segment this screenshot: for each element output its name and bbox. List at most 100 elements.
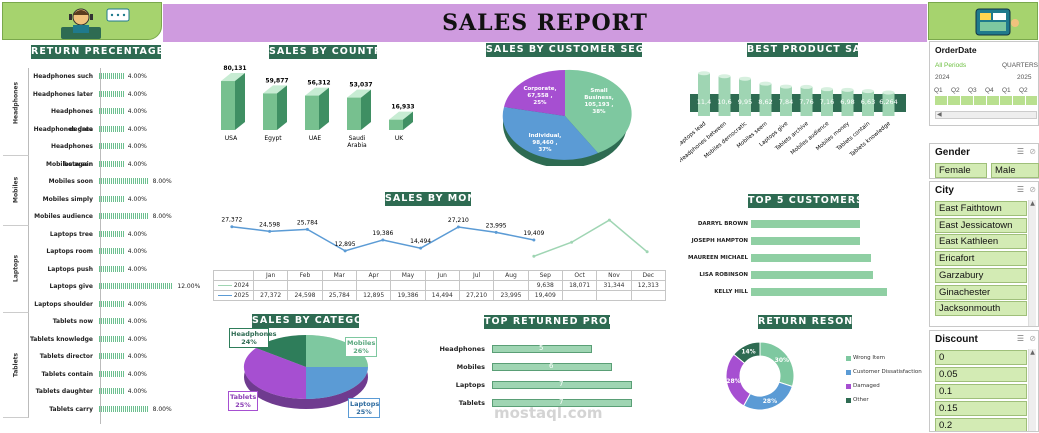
returned-product-value: 5 — [539, 344, 544, 352]
best-value-label: 6,98 — [840, 98, 854, 106]
rp-label: Laptops tree — [49, 230, 93, 238]
orderdate-quarter[interactable]: Q1 — [934, 87, 943, 94]
country-value-label: 16,933 — [391, 104, 414, 111]
month-table-cell: 9,638 — [527, 280, 563, 291]
month-table-col: Feb — [287, 270, 323, 281]
rp-label: Mobiles simply — [42, 195, 93, 203]
rp-row: Tablets now 4.00% — [29, 313, 229, 331]
discount-item[interactable]: 0.2 — [935, 418, 1027, 431]
month-table-col: Apr — [355, 270, 392, 281]
country-value-label: 59,877 — [265, 77, 288, 84]
clear-filter-icon[interactable]: ⊘ — [1029, 334, 1036, 343]
rp-bar — [99, 283, 174, 289]
rp-value: 12.00% — [177, 283, 201, 290]
month-table-cell: 14,494 — [424, 290, 460, 301]
month-table-cell — [630, 290, 667, 301]
month-point — [607, 218, 611, 222]
orderdate-granularity[interactable]: QUARTERS — [1002, 62, 1038, 69]
month-value-label: 23,995 — [486, 222, 507, 229]
sales-by-month-chart: 27,372 24,598 25,784 12,895 19,386 14,494 27,2… — [221, 217, 649, 258]
rp-group-label: Laptops — [12, 254, 20, 282]
gender-item-male[interactable]: Male — [991, 163, 1039, 178]
best-bar-top — [841, 87, 854, 92]
best-bar — [882, 92, 895, 116]
rp-row: Laptops give 12.00% — [29, 278, 229, 296]
month-table-cell: 24,598 — [287, 290, 323, 301]
sales-by-country-chart: 80,131 USA 59,877 Egypt 56,312 UAE 53,037 Saudi… — [221, 65, 415, 149]
city-item[interactable]: Garzabury — [935, 267, 1027, 283]
rp-row: Headphones between 4.00% — [29, 138, 229, 168]
returned-product-label: Tablets — [458, 399, 485, 407]
rp-row: Headphones such 4.00% — [29, 68, 229, 86]
city-item[interactable]: Ericafort — [935, 251, 1027, 267]
gender-item-female[interactable]: Female — [935, 163, 987, 178]
scroll-up-icon[interactable]: ▲ — [1030, 200, 1035, 207]
header-band — [163, 4, 927, 42]
discount-item[interactable]: 0 — [935, 350, 1027, 365]
discount-item[interactable]: 0.1 — [935, 384, 1027, 399]
orderdate-year-2024: 2024 — [935, 74, 950, 81]
category-label-headphones: Headphones 24% — [229, 328, 277, 348]
category-name: Headphones — [231, 330, 277, 338]
best-bar — [841, 89, 854, 116]
discount-item[interactable]: 0.05 — [935, 367, 1027, 382]
clear-filter-icon[interactable]: ⊘ — [1029, 185, 1036, 194]
country-value-label: 56,312 — [307, 80, 330, 87]
rp-bar — [99, 230, 124, 237]
orderdate-timeline-bar[interactable] — [935, 96, 1037, 105]
gender-slicer[interactable]: Gender ☰ ⊘ Female Male — [929, 143, 1039, 179]
rp-group-label: Headphones — [12, 82, 20, 125]
month-table-cell: 23,995 — [493, 290, 529, 301]
multiselect-icon[interactable]: ☰ — [1016, 185, 1024, 194]
best-bar — [780, 86, 792, 116]
month-point — [305, 227, 309, 231]
rp-value: 4.00% — [127, 230, 147, 238]
rp-label: Mobiles again — [46, 160, 93, 168]
city-slicer[interactable]: City ☰ ⊘ ▲ East Faithtown East Jessicatow… — [929, 181, 1039, 327]
scroll-left-icon[interactable]: ◀ — [937, 111, 942, 118]
return-reasons-title: RETURN RESONS — [758, 315, 862, 329]
returned-product-bar — [492, 363, 612, 371]
discount-slicer[interactable]: Discount ☰ ⊘ ▲ 0 0.05 0.1 0.15 0.2 — [929, 330, 1039, 432]
city-scrollbar[interactable]: ▲ — [1028, 200, 1036, 326]
orderdate-slicer[interactable]: OrderDate All Periods QUARTERS 2024 2025… — [929, 41, 1039, 126]
city-item[interactable]: Ginachester — [935, 284, 1027, 300]
rp-row: Laptops push 4.00% — [29, 261, 229, 279]
rp-row: Tablets contain 4.00% — [29, 366, 229, 384]
city-item[interactable]: East Faithtown — [935, 201, 1027, 216]
rp-row: Laptops room 4.00% — [29, 243, 229, 261]
series-name: 2025 — [233, 292, 250, 299]
month-table-col: Mar — [321, 270, 357, 281]
city-item[interactable]: East Jessicatown — [935, 217, 1027, 233]
rp-bar — [99, 405, 149, 412]
city-item[interactable]: Jacksonmouth — [935, 301, 1027, 317]
rp-row: Mobiles audience 8.00% — [29, 208, 229, 226]
discount-scrollbar[interactable]: ▲ — [1028, 349, 1036, 431]
reason-legend-swatch — [846, 384, 851, 389]
scroll-up-icon[interactable]: ▲ — [1030, 349, 1035, 356]
orderdate-scrollbar[interactable]: ◀ — [935, 111, 1037, 119]
rp-bar — [99, 213, 149, 219]
rp-value: 4.00% — [127, 143, 147, 150]
multiselect-icon[interactable]: ☰ — [1016, 334, 1024, 343]
clear-filter-icon[interactable]: ⊘ — [1029, 147, 1036, 156]
city-item[interactable]: East Kathleen — [935, 234, 1027, 250]
returned-product-value: 7 — [559, 398, 564, 406]
orderdate-quarter[interactable]: Q2 — [951, 87, 960, 94]
category-slice-laptops — [306, 367, 368, 399]
multiselect-icon[interactable]: ☰ — [1016, 147, 1024, 156]
rp-label: Tablets daughter — [35, 388, 93, 395]
orderdate-period[interactable]: All Periods — [935, 62, 967, 69]
orderdate-quarter[interactable]: Q1 — [1002, 87, 1011, 94]
rp-value: 4.00% — [127, 108, 147, 115]
month-table-cell: 12,895 — [355, 290, 392, 301]
country-bar — [305, 95, 319, 130]
month-table-cell: 12,313 — [630, 280, 667, 291]
rp-row: Laptops shoulder 4.00% — [29, 296, 229, 314]
orderdate-quarter[interactable]: Q4 — [985, 87, 994, 94]
orderdate-quarter[interactable]: Q3 — [968, 87, 977, 94]
discount-item[interactable]: 0.15 — [935, 401, 1027, 416]
orderdate-quarter[interactable]: Q2 — [1019, 87, 1028, 94]
rp-bar — [99, 73, 124, 79]
category-pct: 26% — [353, 347, 369, 355]
